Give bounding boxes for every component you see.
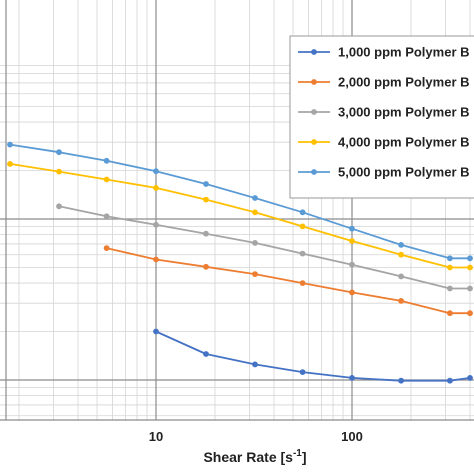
data-point bbox=[56, 203, 62, 210]
data-point bbox=[7, 161, 13, 167]
series-2 bbox=[103, 245, 473, 317]
data-point bbox=[252, 240, 258, 246]
legend-swatch-marker bbox=[311, 49, 317, 55]
data-point bbox=[398, 377, 404, 384]
data-point bbox=[203, 181, 209, 187]
data-point bbox=[467, 255, 473, 262]
data-point bbox=[398, 251, 404, 258]
legend-swatch-marker bbox=[311, 79, 317, 85]
data-point bbox=[252, 271, 258, 277]
data-point bbox=[203, 230, 209, 237]
x-tick-labels: 10 100 bbox=[149, 429, 363, 444]
data-point bbox=[349, 375, 355, 381]
series-line bbox=[58, 205, 470, 290]
series-layer bbox=[7, 141, 473, 384]
legend-item: 2,000 ppm Polymer B i bbox=[298, 75, 474, 90]
data-point bbox=[447, 377, 453, 384]
legend-swatch-marker bbox=[311, 169, 317, 175]
data-point bbox=[56, 149, 62, 156]
data-point bbox=[103, 157, 110, 164]
data-point bbox=[299, 369, 306, 375]
data-point bbox=[252, 195, 258, 201]
data-point bbox=[299, 280, 306, 286]
data-point bbox=[398, 242, 404, 248]
legend-label: 1,000 ppm Polymer B i bbox=[338, 45, 474, 60]
series-4 bbox=[7, 161, 473, 271]
data-point bbox=[398, 273, 404, 280]
data-point bbox=[299, 250, 306, 257]
legend-item: 3,000 ppm Polymer B i bbox=[298, 105, 474, 120]
data-point bbox=[447, 264, 453, 271]
series-1 bbox=[153, 328, 473, 384]
legend-item: 5,000 ppm Polymer B i bbox=[298, 165, 474, 180]
x-axis-title-end: ] bbox=[302, 449, 307, 465]
series-5 bbox=[7, 141, 473, 262]
legend-item: 1,000 ppm Polymer B i bbox=[298, 45, 474, 60]
data-point bbox=[153, 168, 159, 175]
data-point bbox=[467, 375, 473, 381]
data-point bbox=[467, 310, 473, 317]
legend-label: 4,000 ppm Polymer B i bbox=[338, 135, 474, 150]
series-line bbox=[155, 330, 471, 382]
x-tick-label: 100 bbox=[341, 429, 363, 444]
data-point bbox=[203, 263, 209, 270]
data-point bbox=[299, 209, 306, 216]
legend-label: 3,000 ppm Polymer B i bbox=[338, 105, 474, 120]
data-point bbox=[153, 256, 159, 263]
legend-item: 4,000 ppm Polymer B i bbox=[298, 135, 474, 150]
data-point bbox=[252, 361, 258, 368]
data-point bbox=[203, 196, 209, 203]
data-point bbox=[103, 176, 110, 183]
data-point bbox=[447, 255, 453, 262]
data-point bbox=[153, 328, 159, 335]
series-3 bbox=[56, 203, 473, 292]
legend-label: 2,000 ppm Polymer B i bbox=[338, 75, 474, 90]
data-point bbox=[349, 238, 355, 244]
data-point bbox=[447, 310, 453, 317]
data-point bbox=[467, 264, 473, 271]
legend: 1,000 ppm Polymer B i 2,000 ppm Polymer B… bbox=[289, 35, 474, 199]
legend-box bbox=[289, 35, 474, 199]
data-point bbox=[299, 223, 306, 230]
data-point bbox=[349, 261, 355, 268]
data-point bbox=[467, 285, 473, 292]
data-point bbox=[7, 141, 13, 148]
x-tick-label: 10 bbox=[149, 429, 163, 444]
data-point bbox=[252, 209, 258, 216]
data-point bbox=[103, 245, 110, 252]
data-point bbox=[203, 351, 209, 357]
legend-swatch-marker bbox=[311, 139, 317, 145]
data-point bbox=[56, 168, 62, 175]
data-point bbox=[153, 185, 159, 191]
data-point bbox=[398, 298, 404, 304]
legend-label: 5,000 ppm Polymer B i bbox=[338, 165, 474, 180]
data-point bbox=[349, 289, 355, 296]
data-point bbox=[447, 285, 453, 292]
legend-swatch-marker bbox=[311, 109, 317, 115]
data-point bbox=[349, 225, 355, 232]
data-point bbox=[153, 221, 159, 228]
x-axis-title-sup: -1 bbox=[293, 448, 302, 459]
x-axis-title-main: Shear Rate [s bbox=[203, 449, 293, 465]
x-axis-title: Shear Rate [s-1] bbox=[203, 448, 306, 465]
data-point bbox=[103, 213, 110, 220]
